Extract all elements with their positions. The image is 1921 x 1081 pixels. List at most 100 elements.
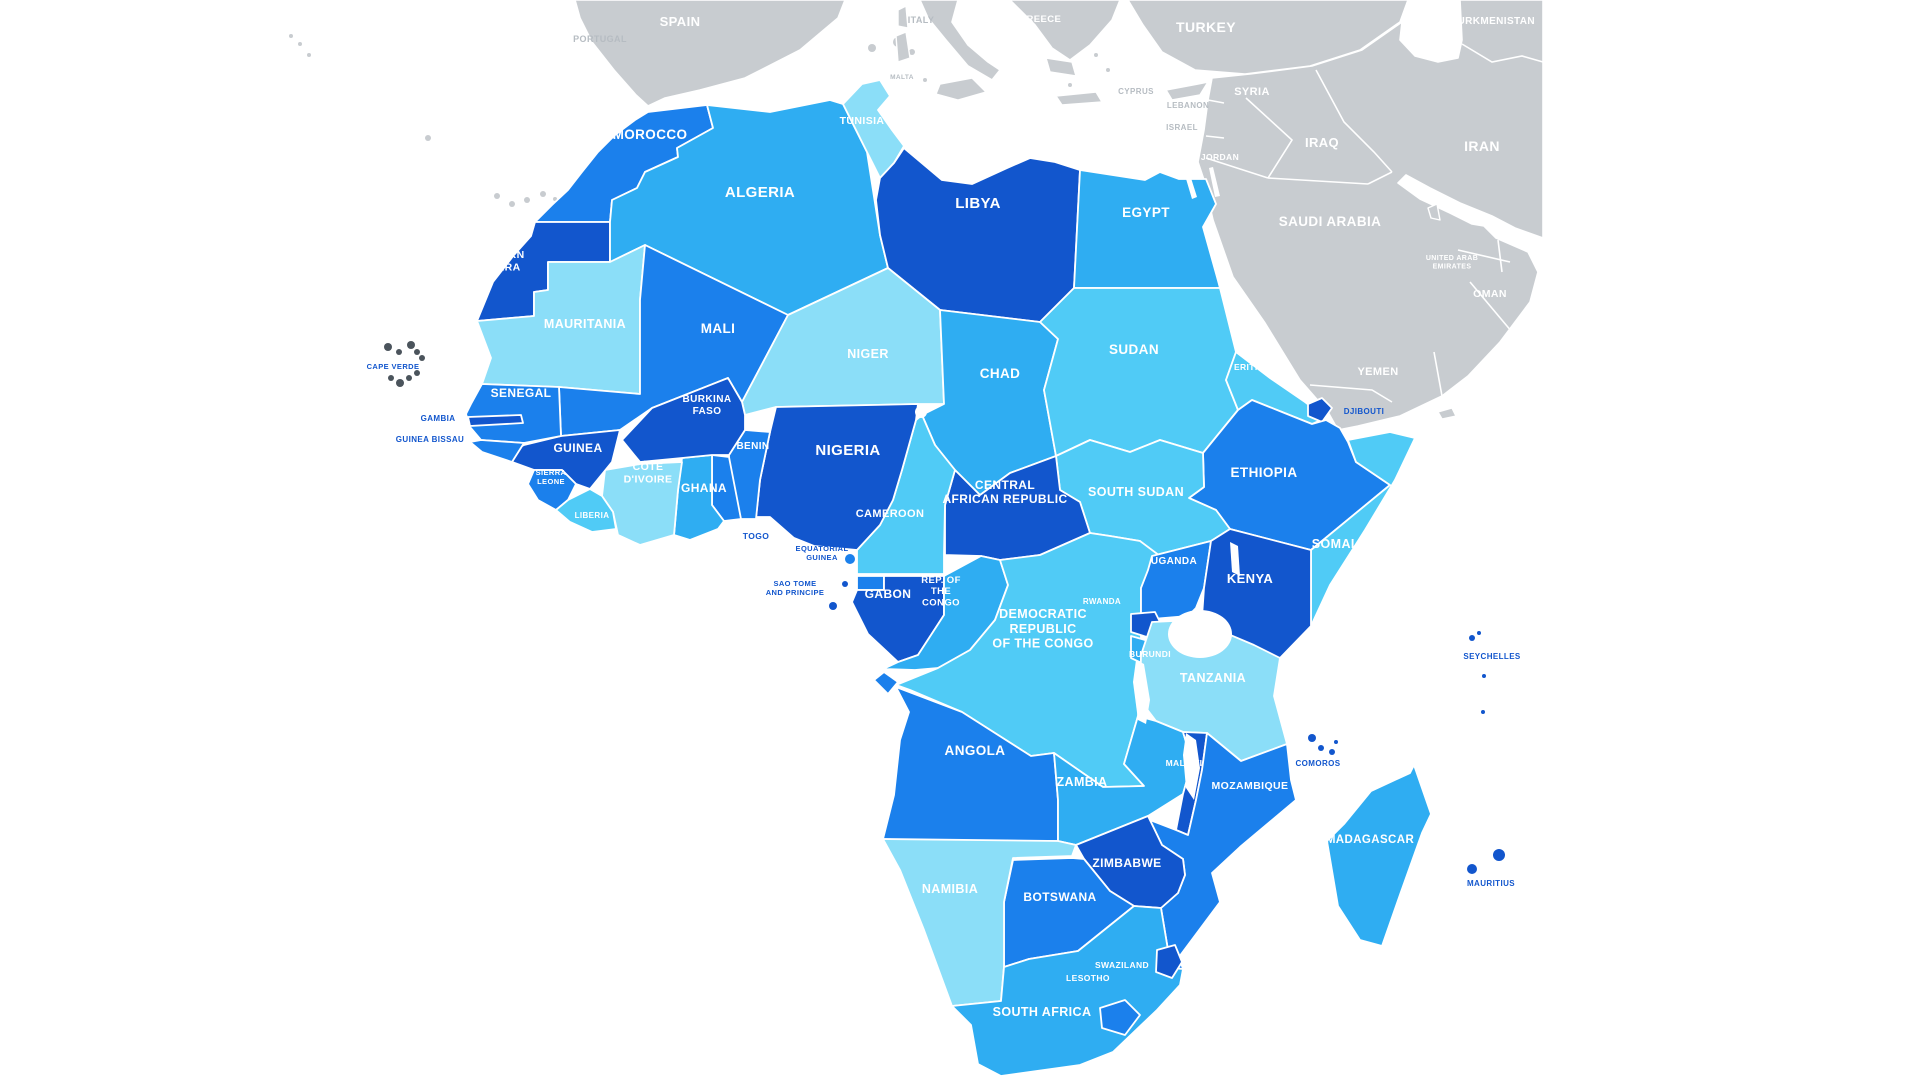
- foreign-border-line-9: [1433, 351, 1443, 397]
- label-togo: TOGO: [743, 531, 769, 541]
- land-greece-islet-2: [1106, 68, 1110, 72]
- label-lesotho: LESOTHO: [1066, 973, 1110, 983]
- country-cape_verde-islet-5: [388, 375, 394, 381]
- lake-tanganyika: [1133, 660, 1150, 724]
- land-greece: [1009, 0, 1121, 61]
- labels: MOROCCO WESTERN SAHARA ALGERIA TUNISIA LIBYA E…: [367, 14, 1535, 1019]
- land-greece-part-0: [1045, 57, 1077, 77]
- label-cote_divoire: CÔTE D'IVOIRE: [624, 460, 673, 485]
- country-djibouti[interactable]: [1307, 397, 1333, 423]
- country-sudan[interactable]: [1039, 287, 1239, 457]
- country-cape_verde-islet-0: [384, 343, 392, 351]
- land-cyprus: [1165, 81, 1209, 101]
- label-cape_verde: CAPE VERDE: [367, 362, 420, 371]
- country-seychelles-islet-2: [1482, 674, 1486, 678]
- label-portugal: PORTUGAL: [573, 34, 627, 44]
- label-cyprus: CYPRUS: [1118, 87, 1154, 96]
- african-countries: [384, 79, 1505, 1077]
- label-gabon: GABON: [865, 587, 912, 601]
- label-tunisia: TUNISIA: [840, 115, 885, 127]
- land-greece-part-1: [1055, 91, 1103, 106]
- label-iraq: IRAQ: [1305, 135, 1339, 150]
- label-malawi: MALAWI: [1166, 758, 1203, 768]
- label-western_sahara: WESTERN SAHARA: [469, 249, 524, 273]
- label-zimbabwe: ZIMBABWE: [1092, 856, 1161, 870]
- country-cape_verde-islet-4: [419, 355, 425, 361]
- label-libya: LIBYA: [955, 195, 1001, 212]
- label-benin: BENIN: [736, 441, 769, 452]
- foreign-border-line-0: [1207, 99, 1225, 104]
- land-greece-islet-1: [1094, 53, 1098, 57]
- country-lesotho[interactable]: [1099, 999, 1141, 1036]
- label-eritrea: ERITREA: [1234, 362, 1274, 372]
- country-seychelles-islet-3: [1481, 710, 1485, 714]
- label-rwanda: RWANDA: [1083, 597, 1121, 606]
- label-yemen: YEMEN: [1357, 366, 1398, 378]
- country-tunisia[interactable]: [842, 79, 905, 179]
- label-jordan: JORDAN: [1201, 152, 1239, 162]
- label-guinea_bissau: GUINEA BISSAU: [396, 435, 464, 444]
- land-iberia-islet-2: [909, 49, 915, 55]
- land-atlantic_islands-islet-4: [553, 197, 557, 201]
- country-guinea_bissau[interactable]: [469, 439, 525, 463]
- label-mozambique: MOZAMBIQUE: [1212, 780, 1289, 792]
- label-seychelles: SEYCHELLES: [1463, 652, 1521, 661]
- country-egypt[interactable]: [1073, 169, 1221, 289]
- country-liberia[interactable]: [555, 488, 617, 533]
- label-turkey: TURKEY: [1176, 19, 1236, 35]
- country-comoros-islet-2: [1329, 749, 1335, 755]
- label-malta: MALTA: [890, 74, 914, 81]
- label-egypt: EGYPT: [1122, 205, 1170, 220]
- label-sao_tome: SAO TOME AND PRINCIPE: [766, 579, 825, 597]
- land-mideast-part-0: [1427, 203, 1441, 221]
- foreign-border-line-3: [1245, 97, 1294, 179]
- country-sao_tome-islet-0: [842, 581, 848, 587]
- lake-chad: [915, 406, 927, 418]
- land-atlantic_islands-islet-5: [425, 135, 431, 141]
- country-namibia[interactable]: [882, 838, 1077, 1007]
- label-tanzania: TANZANIA: [1180, 671, 1246, 685]
- label-algeria: ALGERIA: [725, 184, 795, 201]
- label-south_africa: SOUTH AFRICA: [993, 1005, 1092, 1019]
- land-atlantic_islands-islet-8: [307, 53, 311, 57]
- label-south_sudan: SOUTH SUDAN: [1088, 485, 1184, 499]
- country-equatorial_guinea-islet-0: [845, 554, 855, 564]
- country-cabinda[interactable]: [873, 671, 899, 695]
- foreign-border-line-7: [1461, 43, 1544, 63]
- country-cape_verde-islet-6: [396, 379, 404, 387]
- label-greece: GREECE: [1019, 14, 1062, 25]
- label-italy: ITALY: [908, 15, 935, 25]
- label-equatorial_guinea: EQUATORIAL GUINEA: [796, 544, 849, 562]
- lake-turkana: [1230, 542, 1240, 576]
- country-madagascar[interactable]: [1326, 764, 1432, 947]
- label-uae: UNITED ARAB EMIRATES: [1426, 255, 1478, 270]
- label-morocco: MOROCCO: [613, 127, 688, 142]
- country-somalia[interactable]: [1310, 431, 1416, 627]
- gulf-of-aqaba: [1209, 167, 1220, 197]
- land-atlantic_islands-islet-2: [524, 197, 530, 203]
- label-somalia: SOMALIA: [1312, 537, 1372, 551]
- country-cape_verde-islet-3: [414, 349, 420, 355]
- land-mideast-part-1: [1437, 407, 1457, 420]
- country-burkina_faso[interactable]: [621, 377, 746, 463]
- land-iberia-islet-0: [868, 44, 876, 52]
- country-swaziland[interactable]: [1155, 944, 1183, 979]
- label-drc: DEMOCRATIC REPUBLIC OF THE CONGO: [992, 607, 1093, 651]
- label-iran: IRAN: [1464, 138, 1500, 154]
- country-mauritius-islet-0: [1493, 849, 1505, 861]
- foreign-border-line-5: [1367, 171, 1393, 185]
- label-botswana: BOTSWANA: [1023, 890, 1096, 904]
- label-lebanon: LEBANON: [1167, 101, 1209, 110]
- label-ethiopia: ETHIOPIA: [1231, 465, 1298, 480]
- country-gambia[interactable]: [467, 414, 524, 427]
- land-greece-islet-0: [1083, 28, 1087, 32]
- label-senegal: SENEGAL: [491, 386, 552, 400]
- label-niger: NIGER: [847, 347, 889, 361]
- label-israel: ISRAEL: [1166, 123, 1198, 132]
- land-atlantic_islands-islet-7: [298, 42, 302, 46]
- land-italy: [919, 0, 1001, 81]
- label-liberia: LIBERIA: [575, 511, 610, 520]
- label-angola: ANGOLA: [945, 743, 1006, 758]
- country-seychelles-islet-1: [1477, 631, 1481, 635]
